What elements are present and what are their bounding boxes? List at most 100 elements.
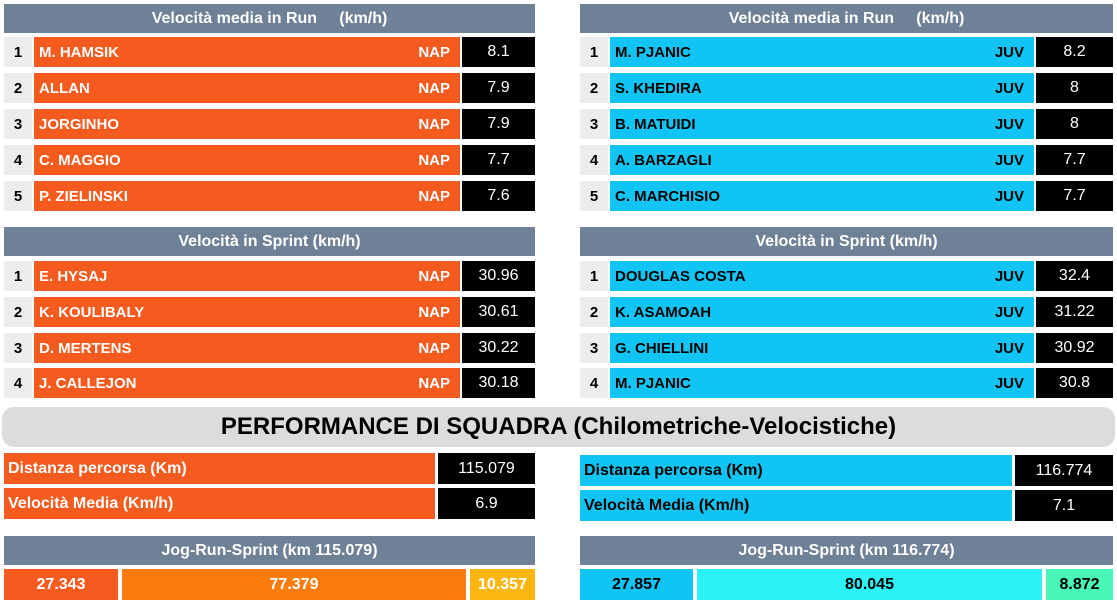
team-code: NAP: [418, 43, 450, 61]
player-bar: JORGINHO NAP: [34, 109, 460, 139]
rank-cell: 5: [4, 181, 32, 211]
player-name: E. HYSAJ: [39, 267, 108, 285]
rank-cell: 4: [580, 145, 608, 175]
team-performance-title: PERFORMANCE DI SQUADRA (Chilometriche-Ve…: [2, 407, 1115, 447]
team-code: NAP: [418, 115, 450, 133]
player-bar: ALLAN NAP: [34, 73, 460, 103]
team-code: NAP: [418, 267, 450, 285]
table-row: 4 M. PJANIC JUV 30.8: [580, 368, 1113, 398]
value-cell: 8: [1036, 109, 1113, 139]
jog-segment-juv: 27.857: [580, 569, 693, 600]
rank-cell: 4: [4, 145, 32, 175]
player-bar: C. MAGGIO NAP: [34, 145, 460, 175]
player-bar: K. ASAMOAH JUV: [610, 297, 1034, 327]
jog-segment-nap: 27.343: [4, 569, 118, 600]
player-name: M. HAMSIK: [39, 43, 119, 61]
player-name: K. KOULIBALY: [39, 303, 145, 321]
player-bar: B. MATUIDI JUV: [610, 109, 1034, 139]
rank-cell: 3: [580, 333, 608, 363]
team-code: NAP: [418, 79, 450, 97]
player-name: D. MERTENS: [39, 339, 132, 357]
table-row: 4 J. CALLEJON NAP 30.18: [4, 368, 535, 398]
team-code: JUV: [994, 339, 1024, 357]
table-row: 4 A. BARZAGLI JUV 7.7: [580, 145, 1113, 175]
player-bar: M. HAMSIK NAP: [34, 37, 460, 67]
player-bar: A. BARZAGLI JUV: [610, 145, 1034, 175]
table-row: 2 K. KOULIBALY NAP 30.61: [4, 297, 535, 327]
player-name: DOUGLAS COSTA: [615, 267, 746, 285]
value-cell: 30.18: [462, 368, 535, 398]
player-bar: S. KHEDIRA JUV: [610, 73, 1034, 103]
table-row: 1 DOUGLAS COSTA JUV 32.4: [580, 261, 1113, 291]
table-row: 3 D. MERTENS NAP 30.22: [4, 333, 535, 363]
player-name: C. MARCHISIO: [615, 187, 720, 205]
player-name: A. BARZAGLI: [615, 151, 712, 169]
avg-speed-label-juv: Velocità Media (Km/h): [580, 490, 1012, 521]
avg-speed-value-nap: 6.9: [438, 488, 535, 519]
table-row: 1 E. HYSAJ NAP 30.96: [4, 261, 535, 291]
distance-value-nap: 115.079: [438, 453, 535, 484]
team-code: JUV: [994, 115, 1024, 133]
player-bar: D. MERTENS NAP: [34, 333, 460, 363]
value-cell: 7.7: [1036, 145, 1113, 175]
value-cell: 8.1: [462, 37, 535, 67]
jog-run-sprint-header-juv: Jog-Run-Sprint (km 116.774): [580, 536, 1113, 565]
value-cell: 7.9: [462, 73, 535, 103]
distance-label-nap: Distanza percorsa (Km): [4, 453, 435, 484]
player-bar: C. MARCHISIO JUV: [610, 181, 1034, 211]
player-bar: M. PJANIC JUV: [610, 37, 1034, 67]
table-row: 5 C. MARCHISIO JUV 7.7: [580, 181, 1113, 211]
rank-cell: 3: [580, 109, 608, 139]
team-code: JUV: [994, 267, 1024, 285]
table-row: 3 B. MATUIDI JUV 8: [580, 109, 1113, 139]
rank-cell: 4: [4, 368, 32, 398]
team-code: JUV: [994, 43, 1024, 61]
player-name: M. PJANIC: [615, 374, 691, 392]
value-cell: 30.61: [462, 297, 535, 327]
sprint-segment-nap: 10.357: [470, 569, 535, 600]
value-cell: 31.22: [1036, 297, 1113, 327]
rank-cell: 1: [4, 37, 32, 67]
avg-speed-value-juv: 7.1: [1015, 490, 1113, 521]
team-code: NAP: [418, 187, 450, 205]
table-row: 2 ALLAN NAP 7.9: [4, 73, 535, 103]
run-speed-header-nap: Velocità media in Run (km/h): [4, 4, 535, 33]
player-bar: K. KOULIBALY NAP: [34, 297, 460, 327]
value-cell: 32.4: [1036, 261, 1113, 291]
value-cell: 30.8: [1036, 368, 1113, 398]
value-cell: 7.9: [462, 109, 535, 139]
player-bar: M. PJANIC JUV: [610, 368, 1034, 398]
value-cell: 30.92: [1036, 333, 1113, 363]
player-name: K. ASAMOAH: [615, 303, 712, 321]
rank-cell: 2: [4, 297, 32, 327]
rank-cell: 5: [580, 181, 608, 211]
sprint-speed-header-nap: Velocità in Sprint (km/h): [4, 227, 535, 256]
run-speed-header-juv: Velocità media in Run (km/h): [580, 4, 1113, 33]
sprint-segment-juv: 8.872: [1046, 569, 1113, 600]
jog-run-sprint-header-nap: Jog-Run-Sprint (km 115.079): [4, 536, 535, 565]
player-bar: J. CALLEJON NAP: [34, 368, 460, 398]
team-code: NAP: [418, 374, 450, 392]
table-row: 2 S. KHEDIRA JUV 8: [580, 73, 1113, 103]
player-name: M. PJANIC: [615, 43, 691, 61]
team-code: JUV: [994, 374, 1024, 392]
distance-value-juv: 116.774: [1015, 455, 1113, 486]
team-code: JUV: [994, 187, 1024, 205]
team-code: JUV: [994, 303, 1024, 321]
table-row: 1 M. PJANIC JUV 8.2: [580, 37, 1113, 67]
rank-cell: 1: [580, 37, 608, 67]
player-name: C. MAGGIO: [39, 151, 121, 169]
table-row: 3 JORGINHO NAP 7.9: [4, 109, 535, 139]
value-cell: 7.6: [462, 181, 535, 211]
player-bar: DOUGLAS COSTA JUV: [610, 261, 1034, 291]
player-name: J. CALLEJON: [39, 374, 137, 392]
rank-cell: 2: [580, 73, 608, 103]
rank-cell: 1: [4, 261, 32, 291]
player-name: B. MATUIDI: [615, 115, 696, 133]
table-row: 1 M. HAMSIK NAP 8.1: [4, 37, 535, 67]
rank-cell: 4: [580, 368, 608, 398]
value-cell: 7.7: [1036, 181, 1113, 211]
team-code: JUV: [994, 151, 1024, 169]
player-bar: G. CHIELLINI JUV: [610, 333, 1034, 363]
rank-cell: 2: [580, 297, 608, 327]
